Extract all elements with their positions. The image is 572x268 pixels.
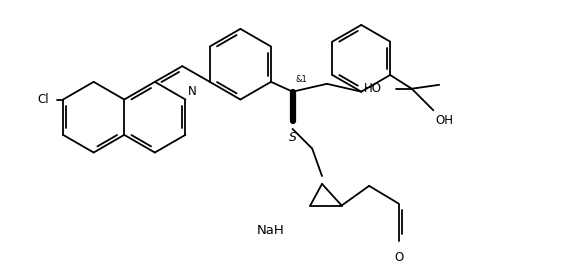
Text: HO: HO xyxy=(364,82,382,95)
Text: Cl: Cl xyxy=(38,93,49,106)
Text: NaH: NaH xyxy=(256,224,284,237)
Text: N: N xyxy=(188,85,196,98)
Text: O: O xyxy=(394,251,403,264)
Text: &1: &1 xyxy=(296,75,307,84)
Text: OH: OH xyxy=(435,114,454,127)
Text: S: S xyxy=(289,131,296,144)
